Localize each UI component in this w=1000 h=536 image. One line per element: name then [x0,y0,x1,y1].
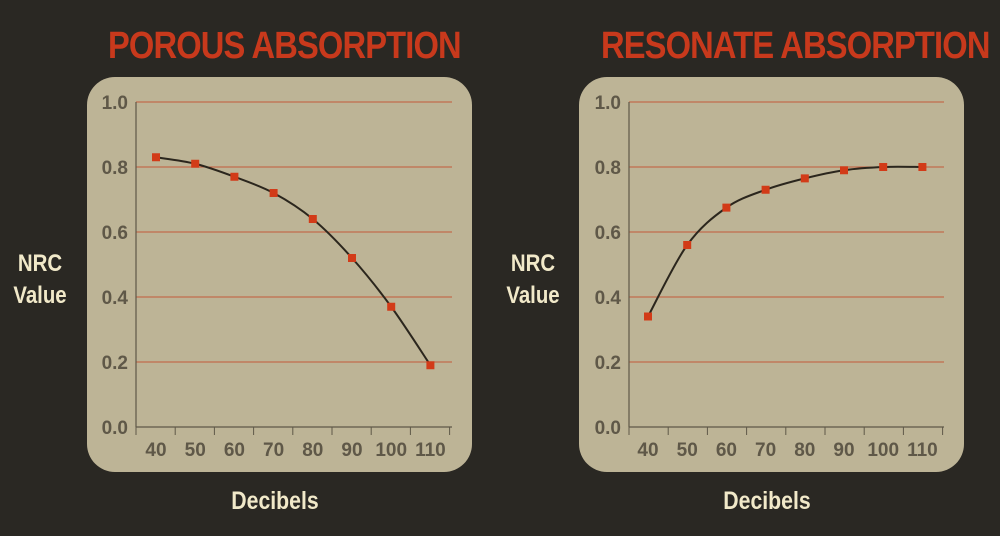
data-point-porous-60 [230,172,239,181]
x-tick-label-porous: 90 [341,440,362,461]
x-axis-label-porous: Decibels [231,487,319,515]
data-point-porous-40 [152,153,160,162]
data-point-porous-50 [191,159,200,168]
y-tick-label-resonate: 0.4 [595,288,622,309]
data-point-resonate-70 [761,185,770,194]
y-axis-label-line-1: NRC [510,250,556,277]
x-tick-label-resonate: 60 [716,440,737,461]
plot-panel-resonate [579,77,964,472]
data-point-resonate-100 [879,163,888,171]
x-tick-label-resonate: 110 [907,440,938,461]
y-axis-label-resonate: NRC Value [499,248,567,312]
data-point-resonate-80 [800,174,809,183]
x-tick-label-resonate: 70 [755,440,776,461]
x-tick-label-porous: 40 [145,440,166,461]
data-point-resonate-50 [683,241,692,249]
y-tick-label-porous: 0.0 [102,418,128,439]
x-tick-label-resonate: 80 [794,440,815,461]
y-axis-label-line-2: Value [13,282,67,309]
data-point-porous-90 [348,254,356,262]
data-point-porous-70 [269,189,278,197]
y-axis-label-line-2: Value [506,282,560,309]
y-tick-label-porous: 0.8 [102,158,128,179]
y-tick-label-resonate: 0.2 [595,353,621,374]
y-tick-label-porous: 0.2 [102,353,128,374]
x-axis-label-resonate: Decibels [723,487,811,515]
y-tick-label-porous: 0.6 [102,223,128,244]
x-tick-label-porous: 50 [185,440,206,461]
y-axis-label-line-1: NRC [17,250,63,277]
x-tick-label-porous: 80 [302,440,323,461]
chart-title-porous: POROUS ABSORPTION [108,25,462,67]
y-tick-label-resonate: 0.6 [595,223,621,244]
data-point-resonate-110 [918,163,927,171]
x-tick-label-porous: 70 [263,440,284,461]
y-axis-label-porous: NRC Value [6,248,74,312]
x-tick-label-porous: 110 [415,440,446,461]
y-tick-label-resonate: 0.0 [595,418,621,439]
chart-title-resonate: RESONATE ABSORPTION [601,25,990,67]
data-point-resonate-40 [644,312,652,321]
data-point-porous-100 [387,302,396,311]
x-tick-label-resonate: 50 [677,440,698,461]
x-tick-label-resonate: 90 [833,440,854,461]
data-point-resonate-90 [840,166,848,175]
x-tick-label-resonate: 40 [637,440,658,461]
x-tick-label-resonate: 100 [867,440,899,461]
y-tick-label-resonate: 0.8 [595,158,621,179]
y-tick-label-resonate: 1.0 [595,93,621,114]
data-point-porous-80 [308,215,317,223]
x-tick-label-porous: 60 [224,440,245,461]
plot-panel-porous [87,77,472,472]
y-tick-label-porous: 1.0 [102,93,128,114]
data-point-resonate-60 [722,203,731,212]
data-point-porous-110 [426,361,435,370]
y-tick-label-porous: 0.4 [102,288,129,309]
x-tick-label-porous: 100 [375,440,407,461]
series-line-porous [155,156,432,366]
